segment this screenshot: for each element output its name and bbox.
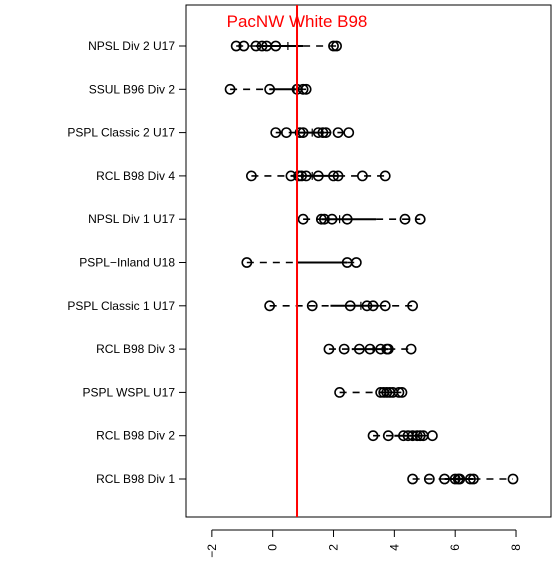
data-point [411,430,423,442]
y-tick-label: RCL B98 Div 1 [96,472,175,486]
plot-frame [185,4,552,518]
data-point [300,170,312,182]
data-point [250,40,262,52]
data-point [393,386,405,398]
data-point [407,473,419,485]
y-tick-label: PSPL−Inland U18 [79,256,175,270]
data-point [297,213,309,225]
data-point [245,170,257,182]
x-tick-label: −2 [205,544,219,558]
data-point [323,343,335,355]
data-point [338,343,350,355]
data-point [407,300,419,312]
y-tick-label: RCL B98 Div 3 [96,342,175,356]
data-point [334,386,346,398]
x-tick-label: 6 [448,544,462,551]
data-point [382,430,394,442]
data-point [439,473,450,485]
data-point [241,257,253,268]
data-point [367,300,379,312]
data-point [264,83,276,95]
data-point [328,40,339,52]
y-tick-label: PSPL Classic 2 U17 [67,126,175,140]
data-point [344,300,356,312]
y-tick-label: NPSL Div 1 U17 [88,212,175,226]
data-point [320,127,332,138]
data-point [423,473,435,485]
data-point [382,343,394,355]
data-point [353,343,365,355]
data-point [238,40,250,52]
data-point [361,300,373,312]
data-point [270,127,282,138]
data-point [343,127,355,138]
data-point [364,343,376,355]
y-tick-label: PSPL Classic 1 U17 [67,299,175,313]
data-point [297,83,309,95]
data-point [270,40,282,52]
x-tick-label: 0 [266,544,280,551]
data-point [379,170,391,182]
data-point [331,40,342,52]
data-point [379,300,391,312]
y-tick-label: RCL B98 Div 4 [96,169,175,183]
data-point [312,170,324,182]
data-point [407,430,419,442]
data-point [332,127,344,138]
y-tick-label: RCL B98 Div 2 [96,429,175,443]
data-point [306,300,318,312]
x-axis: −2 0 2 4 6 8 [205,529,523,558]
data-point [315,213,327,225]
data-point [256,40,268,52]
data-point [449,473,461,485]
x-tick-label: 4 [387,544,401,551]
data-point [293,170,304,182]
data-point [396,386,408,398]
x-tick-label: 2 [327,544,341,551]
data-point [300,83,312,95]
data-point [264,300,276,312]
y-axis: NPSL Div 2 U17 SSUL B96 Div 2 PSPL Classic… [67,39,186,486]
data-point [468,473,479,485]
data-point [350,257,362,268]
data-point [328,170,339,182]
data-point [405,343,417,355]
data-marks [224,40,519,485]
data-point [230,40,242,52]
data-point [317,127,329,138]
data-point [341,213,353,225]
data-point [357,170,368,182]
data-point [399,213,411,225]
data-point [297,127,309,138]
x-tick-label: 8 [509,544,523,551]
y-tick-label: NPSL Div 2 U17 [88,39,175,53]
data-point [285,170,297,182]
data-point [426,430,438,442]
data-point [280,127,292,138]
reference-line-label: PacNW White B98 [227,12,368,31]
data-point [414,430,426,442]
data-point [507,473,519,485]
data-point [294,127,306,138]
data-point [312,127,324,138]
data-point [381,386,393,398]
data-point [326,213,338,225]
data-point [367,430,379,442]
data-point [414,213,426,225]
data-point [318,213,330,225]
y-tick-label: SSUL B96 Div 2 [89,82,176,96]
data-point [224,83,236,95]
data-point [464,473,476,485]
y-tick-label: PSPL WSPL U17 [83,385,176,399]
data-point [332,170,344,182]
data-point [375,343,387,355]
data-point [454,473,466,485]
